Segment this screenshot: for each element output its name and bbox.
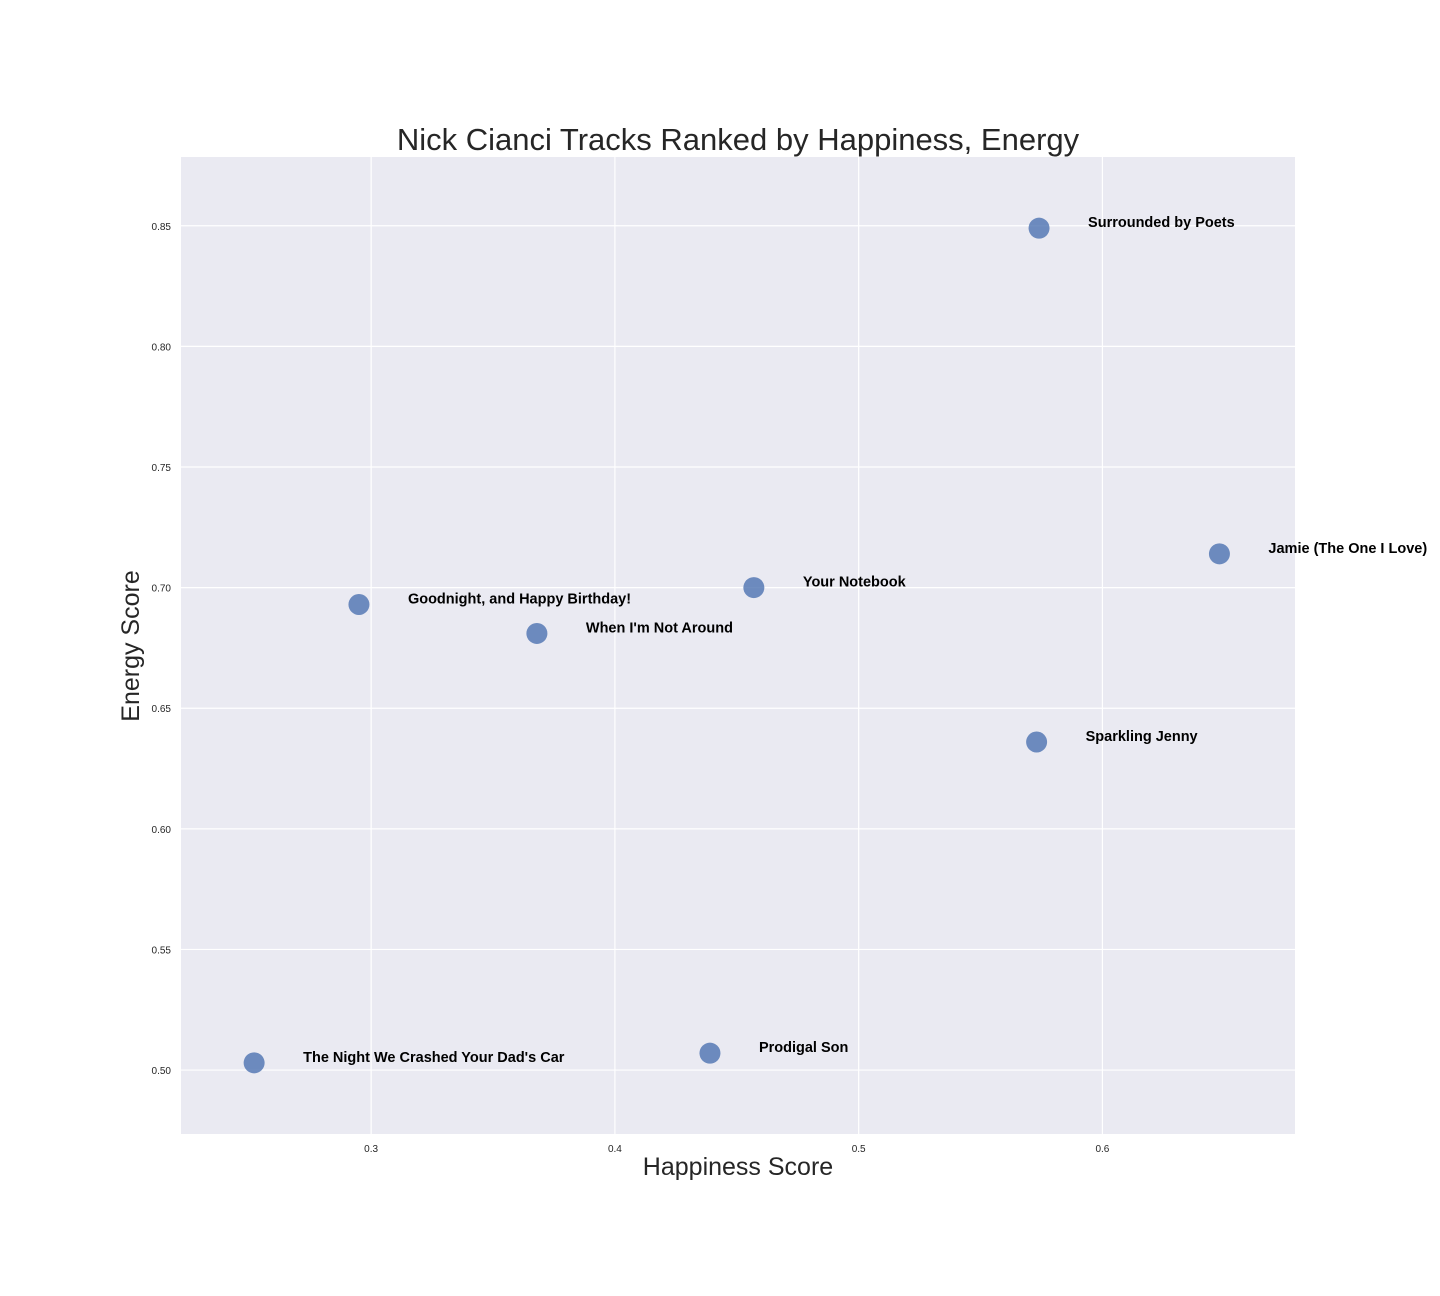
scatter-point — [1028, 217, 1050, 239]
y-tick-label: 0.65 — [152, 704, 172, 715]
y-tick-label: 0.55 — [152, 945, 172, 956]
point-label: When I'm Not Around — [586, 620, 733, 636]
y-axis-label: Energy Score — [117, 570, 145, 721]
y-tick-label: 0.70 — [152, 584, 172, 595]
data-points — [243, 217, 1230, 1074]
point-label: The Night We Crashed Your Dad's Car — [303, 1050, 565, 1066]
y-tick-label: 0.60 — [152, 825, 172, 836]
x-tick-label: 0.4 — [608, 1144, 622, 1155]
scatter-point — [526, 622, 548, 644]
data-point-labels: Surrounded by Poets Jamie (The One I Love… — [303, 215, 1427, 1066]
plot-area — [181, 157, 1295, 1134]
scatter-point — [348, 593, 370, 615]
y-tick-label: 0.50 — [152, 1066, 172, 1077]
scatter-point — [1026, 731, 1048, 753]
chart-title: Nick Cianci Tracks Ranked by Happiness, … — [397, 122, 1080, 157]
point-label: Surrounded by Poets — [1088, 215, 1235, 231]
scatter-point — [743, 577, 765, 599]
x-tick-label: 0.5 — [852, 1144, 866, 1155]
axis-ticks: 0.3 0.4 0.5 0.6 0.50 0.55 0.60 0.65 0.70 0.75 0.80… — [152, 222, 1110, 1155]
point-label: Sparkling Jenny — [1086, 729, 1198, 745]
point-label: Jamie (The One I Love) — [1268, 541, 1427, 557]
y-tick-label: 0.75 — [152, 463, 172, 474]
point-label: Prodigal Son — [759, 1040, 848, 1056]
y-tick-label: 0.80 — [152, 342, 172, 353]
scatter-point — [699, 1042, 721, 1064]
point-label: Goodnight, and Happy Birthday! — [408, 591, 631, 607]
x-tick-label: 0.3 — [364, 1144, 378, 1155]
scatter-point — [1208, 543, 1230, 565]
y-tick-label: 0.85 — [152, 222, 172, 233]
scatter-point — [243, 1052, 265, 1074]
point-label: Your Notebook — [803, 575, 907, 591]
grid-lines — [181, 157, 1295, 1134]
x-tick-label: 0.6 — [1095, 1144, 1109, 1155]
x-axis-label: Happiness Score — [643, 1153, 833, 1181]
